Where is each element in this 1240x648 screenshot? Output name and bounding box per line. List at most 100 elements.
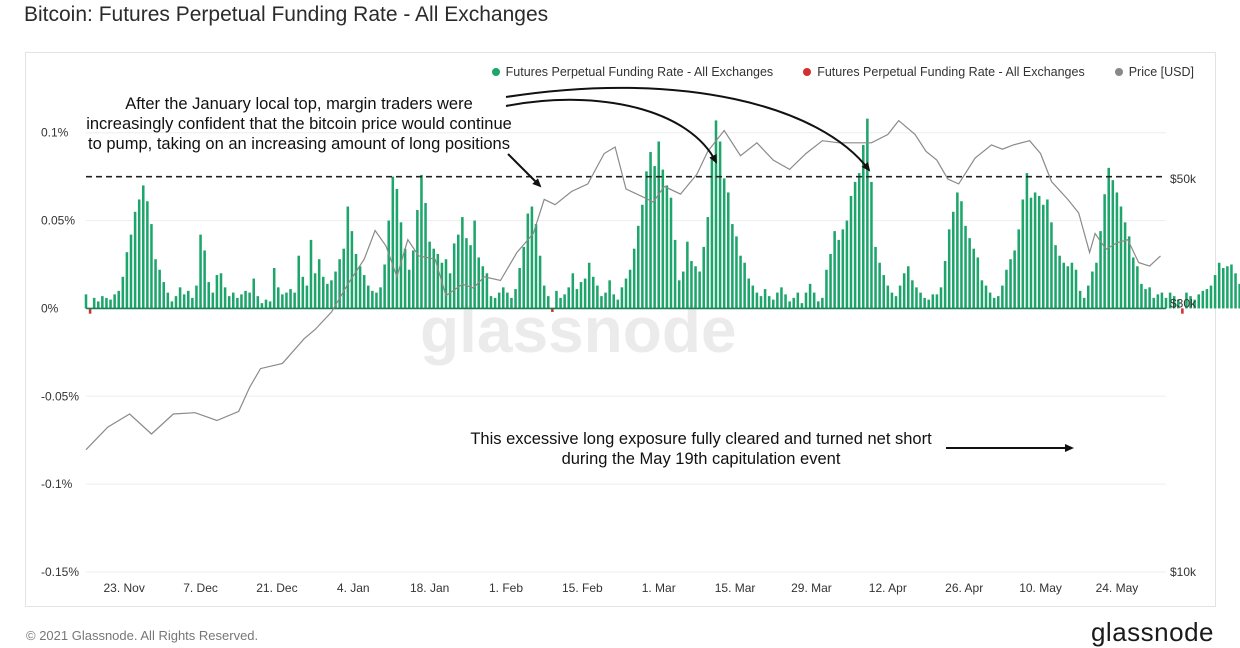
- funding-bar: [694, 266, 697, 309]
- funding-bar: [354, 253, 358, 309]
- funding-bar: [489, 296, 493, 309]
- funding-bar: [1132, 257, 1135, 309]
- funding-bar: [256, 296, 260, 309]
- funding-bar: [1087, 285, 1090, 309]
- funding-bar: [1156, 294, 1160, 309]
- funding-bar: [722, 178, 726, 309]
- funding-bar: [367, 285, 370, 309]
- funding-bar: [1164, 297, 1168, 309]
- funding-bar: [1054, 245, 1057, 309]
- funding-bar: [1074, 269, 1078, 309]
- funding-bar: [784, 294, 787, 309]
- funding-bar: [1046, 199, 1049, 309]
- funding-bar: [759, 296, 763, 309]
- funding-bar: [1197, 294, 1200, 309]
- x-tick-label: 15. Mar: [715, 581, 756, 595]
- funding-bar: [1189, 296, 1192, 309]
- legend-item-funding-negative[interactable]: Futures Perpetual Funding Rate - All Exc…: [803, 65, 1085, 79]
- footer-brand-logo[interactable]: glassnode: [1090, 617, 1214, 647]
- funding-bar: [428, 241, 431, 309]
- funding-bar: [632, 248, 636, 309]
- funding-bar: [436, 253, 440, 309]
- funding-bar: [984, 285, 988, 309]
- funding-bar: [182, 294, 186, 309]
- funding-bar: [1037, 195, 1041, 309]
- funding-bar: [739, 255, 742, 309]
- funding-bar: [170, 301, 174, 309]
- funding-bar: [1050, 222, 1053, 309]
- funding-bar: [277, 287, 280, 309]
- funding-bar: [1217, 262, 1221, 309]
- funding-bar: [485, 273, 489, 309]
- funding-bar: [154, 259, 157, 309]
- funding-bar: [502, 287, 505, 309]
- annotation-arrow: [505, 86, 871, 172]
- funding-bar: [743, 262, 746, 309]
- funding-bar: [1005, 269, 1008, 309]
- funding-bar: [866, 118, 869, 309]
- legend-item-funding-positive[interactable]: Futures Perpetual Funding Rate - All Exc…: [491, 65, 773, 79]
- funding-bar: [1213, 275, 1217, 309]
- funding-bar: [551, 308, 554, 312]
- funding-bar: [608, 280, 611, 309]
- funding-bar: [305, 285, 309, 309]
- funding-bar: [465, 238, 468, 309]
- y-tick-label: 0%: [41, 301, 59, 315]
- funding-bar: [346, 206, 350, 309]
- funding-bar: [857, 173, 861, 309]
- funding-bar: [1082, 297, 1086, 309]
- funding-bar: [338, 259, 341, 309]
- funding-bar: [628, 269, 632, 309]
- funding-bar: [1160, 292, 1164, 309]
- funding-bar: [690, 260, 693, 309]
- legend-dot-red: [803, 68, 812, 76]
- funding-bar: [812, 292, 816, 309]
- funding-bar: [1177, 299, 1180, 309]
- x-tick-label: 24. May: [1096, 581, 1139, 595]
- funding-bar: [935, 294, 939, 309]
- funding-bar: [767, 296, 771, 309]
- funding-bar: [244, 290, 247, 309]
- funding-bar: [600, 296, 603, 309]
- funding-bar: [992, 297, 996, 309]
- funding-bar: [878, 262, 881, 309]
- x-tick-label: 4. Jan: [337, 581, 370, 595]
- funding-bar: [911, 280, 914, 309]
- legend-item-price[interactable]: Price [USD]: [1114, 65, 1194, 79]
- funding-bar: [268, 301, 272, 309]
- funding-bar: [661, 169, 665, 309]
- funding-bar: [383, 264, 386, 309]
- funding-bar: [1234, 273, 1237, 309]
- funding-bar: [313, 273, 317, 309]
- funding-bar: [947, 229, 951, 309]
- funding-bar: [780, 287, 783, 309]
- funding-bar: [669, 197, 673, 309]
- funding-bar: [612, 294, 615, 309]
- funding-bar: [747, 278, 750, 309]
- funding-bar: [907, 266, 910, 309]
- funding-bar: [1107, 167, 1110, 309]
- funding-bar: [817, 301, 820, 309]
- funding-bar: [1066, 266, 1070, 309]
- funding-bar: [195, 285, 198, 309]
- funding-bar: [1222, 268, 1225, 309]
- funding-bar: [964, 225, 967, 309]
- funding-bar: [665, 185, 669, 309]
- funding-bar: [829, 253, 832, 309]
- funding-bar: [894, 296, 898, 309]
- funding-bar: [1201, 290, 1205, 309]
- funding-bar: [88, 308, 92, 314]
- funding-bar: [227, 296, 231, 309]
- funding-bar: [845, 220, 849, 309]
- funding-bar: [137, 199, 141, 309]
- funding-bar: [236, 297, 239, 309]
- funding-bar: [902, 273, 906, 309]
- funding-bar: [232, 292, 235, 309]
- funding-bar: [624, 278, 628, 309]
- funding-bar: [92, 297, 96, 309]
- annotation-may-capitulation: This excessive long exposure fully clear…: [470, 430, 932, 468]
- funding-bar: [322, 276, 325, 309]
- funding-bar: [518, 268, 521, 309]
- funding-bar: [240, 294, 243, 309]
- funding-bar: [174, 296, 178, 309]
